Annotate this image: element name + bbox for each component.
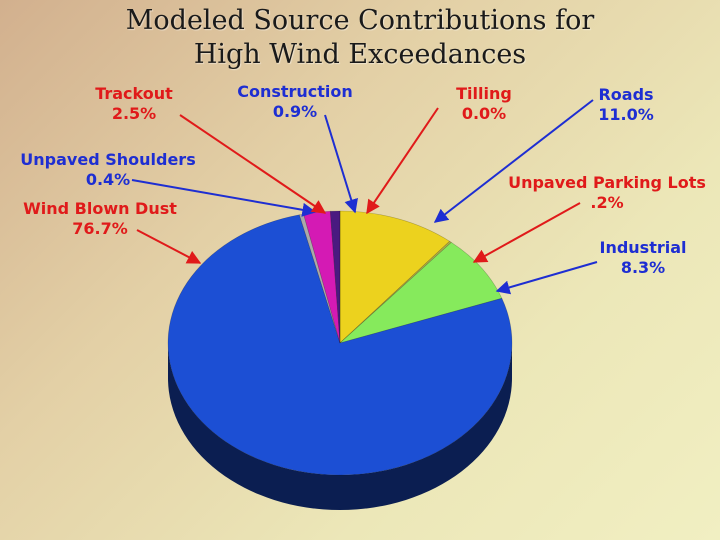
- slice-value-construction: 0.9%: [273, 102, 317, 121]
- slice-name-tilling: Tilling: [456, 84, 512, 103]
- slice-name-unpaved-shoulders: Unpaved Shoulders: [20, 150, 195, 169]
- slice-value-tilling: 0.0%: [462, 104, 506, 123]
- slice-name-industrial: Industrial: [599, 238, 686, 257]
- leader-arrow-roads: [433, 99, 594, 223]
- slice-name-unpaved-parking-lots: Unpaved Parking Lots: [508, 173, 706, 192]
- leader-arrow-wind-blown-dust: [136, 229, 202, 264]
- slice-value-roads: 11.0%: [598, 105, 654, 124]
- leader-arrow-unpaved-parking-lots: [472, 202, 581, 263]
- slice-name-wind-blown-dust: Wind Blown Dust: [23, 199, 177, 218]
- leader-arrow-tilling: [366, 107, 439, 215]
- slice-name-roads: Roads: [598, 85, 653, 104]
- chart-title: Modeled Source Contributions for High Wi…: [0, 4, 720, 72]
- slice-value-unpaved-shoulders: 0.4%: [86, 170, 130, 189]
- slice-name-construction: Construction: [237, 82, 353, 101]
- pie-depth: [168, 343, 512, 510]
- pie-slice-industrial: [339, 241, 503, 344]
- slice-value-industrial: 8.3%: [621, 258, 665, 277]
- slice-name-trackout: Trackout: [95, 84, 173, 103]
- leader-arrow-construction: [324, 114, 358, 214]
- pie-slices: [167, 210, 513, 476]
- slice-value-trackout: 2.5%: [112, 104, 156, 123]
- leader-arrow-industrial: [495, 261, 598, 295]
- leader-arrow-trackout: [179, 114, 327, 214]
- slice-value-wind-blown-dust: 76.7%: [72, 219, 128, 238]
- pie-slice-construction: [329, 210, 341, 344]
- pie-slice-wind-blown-dust: [167, 214, 513, 476]
- slice-side-3: [168, 343, 512, 510]
- chart-title-line-1: Modeled Source Contributions for: [125, 5, 595, 36]
- leader-arrows: [131, 99, 598, 295]
- slice-value-unpaved-parking-lots: .2%: [590, 193, 623, 212]
- leader-arrow-unpaved-shoulders: [131, 179, 317, 217]
- chart-title-line-2: High Wind Exceedances: [193, 39, 527, 70]
